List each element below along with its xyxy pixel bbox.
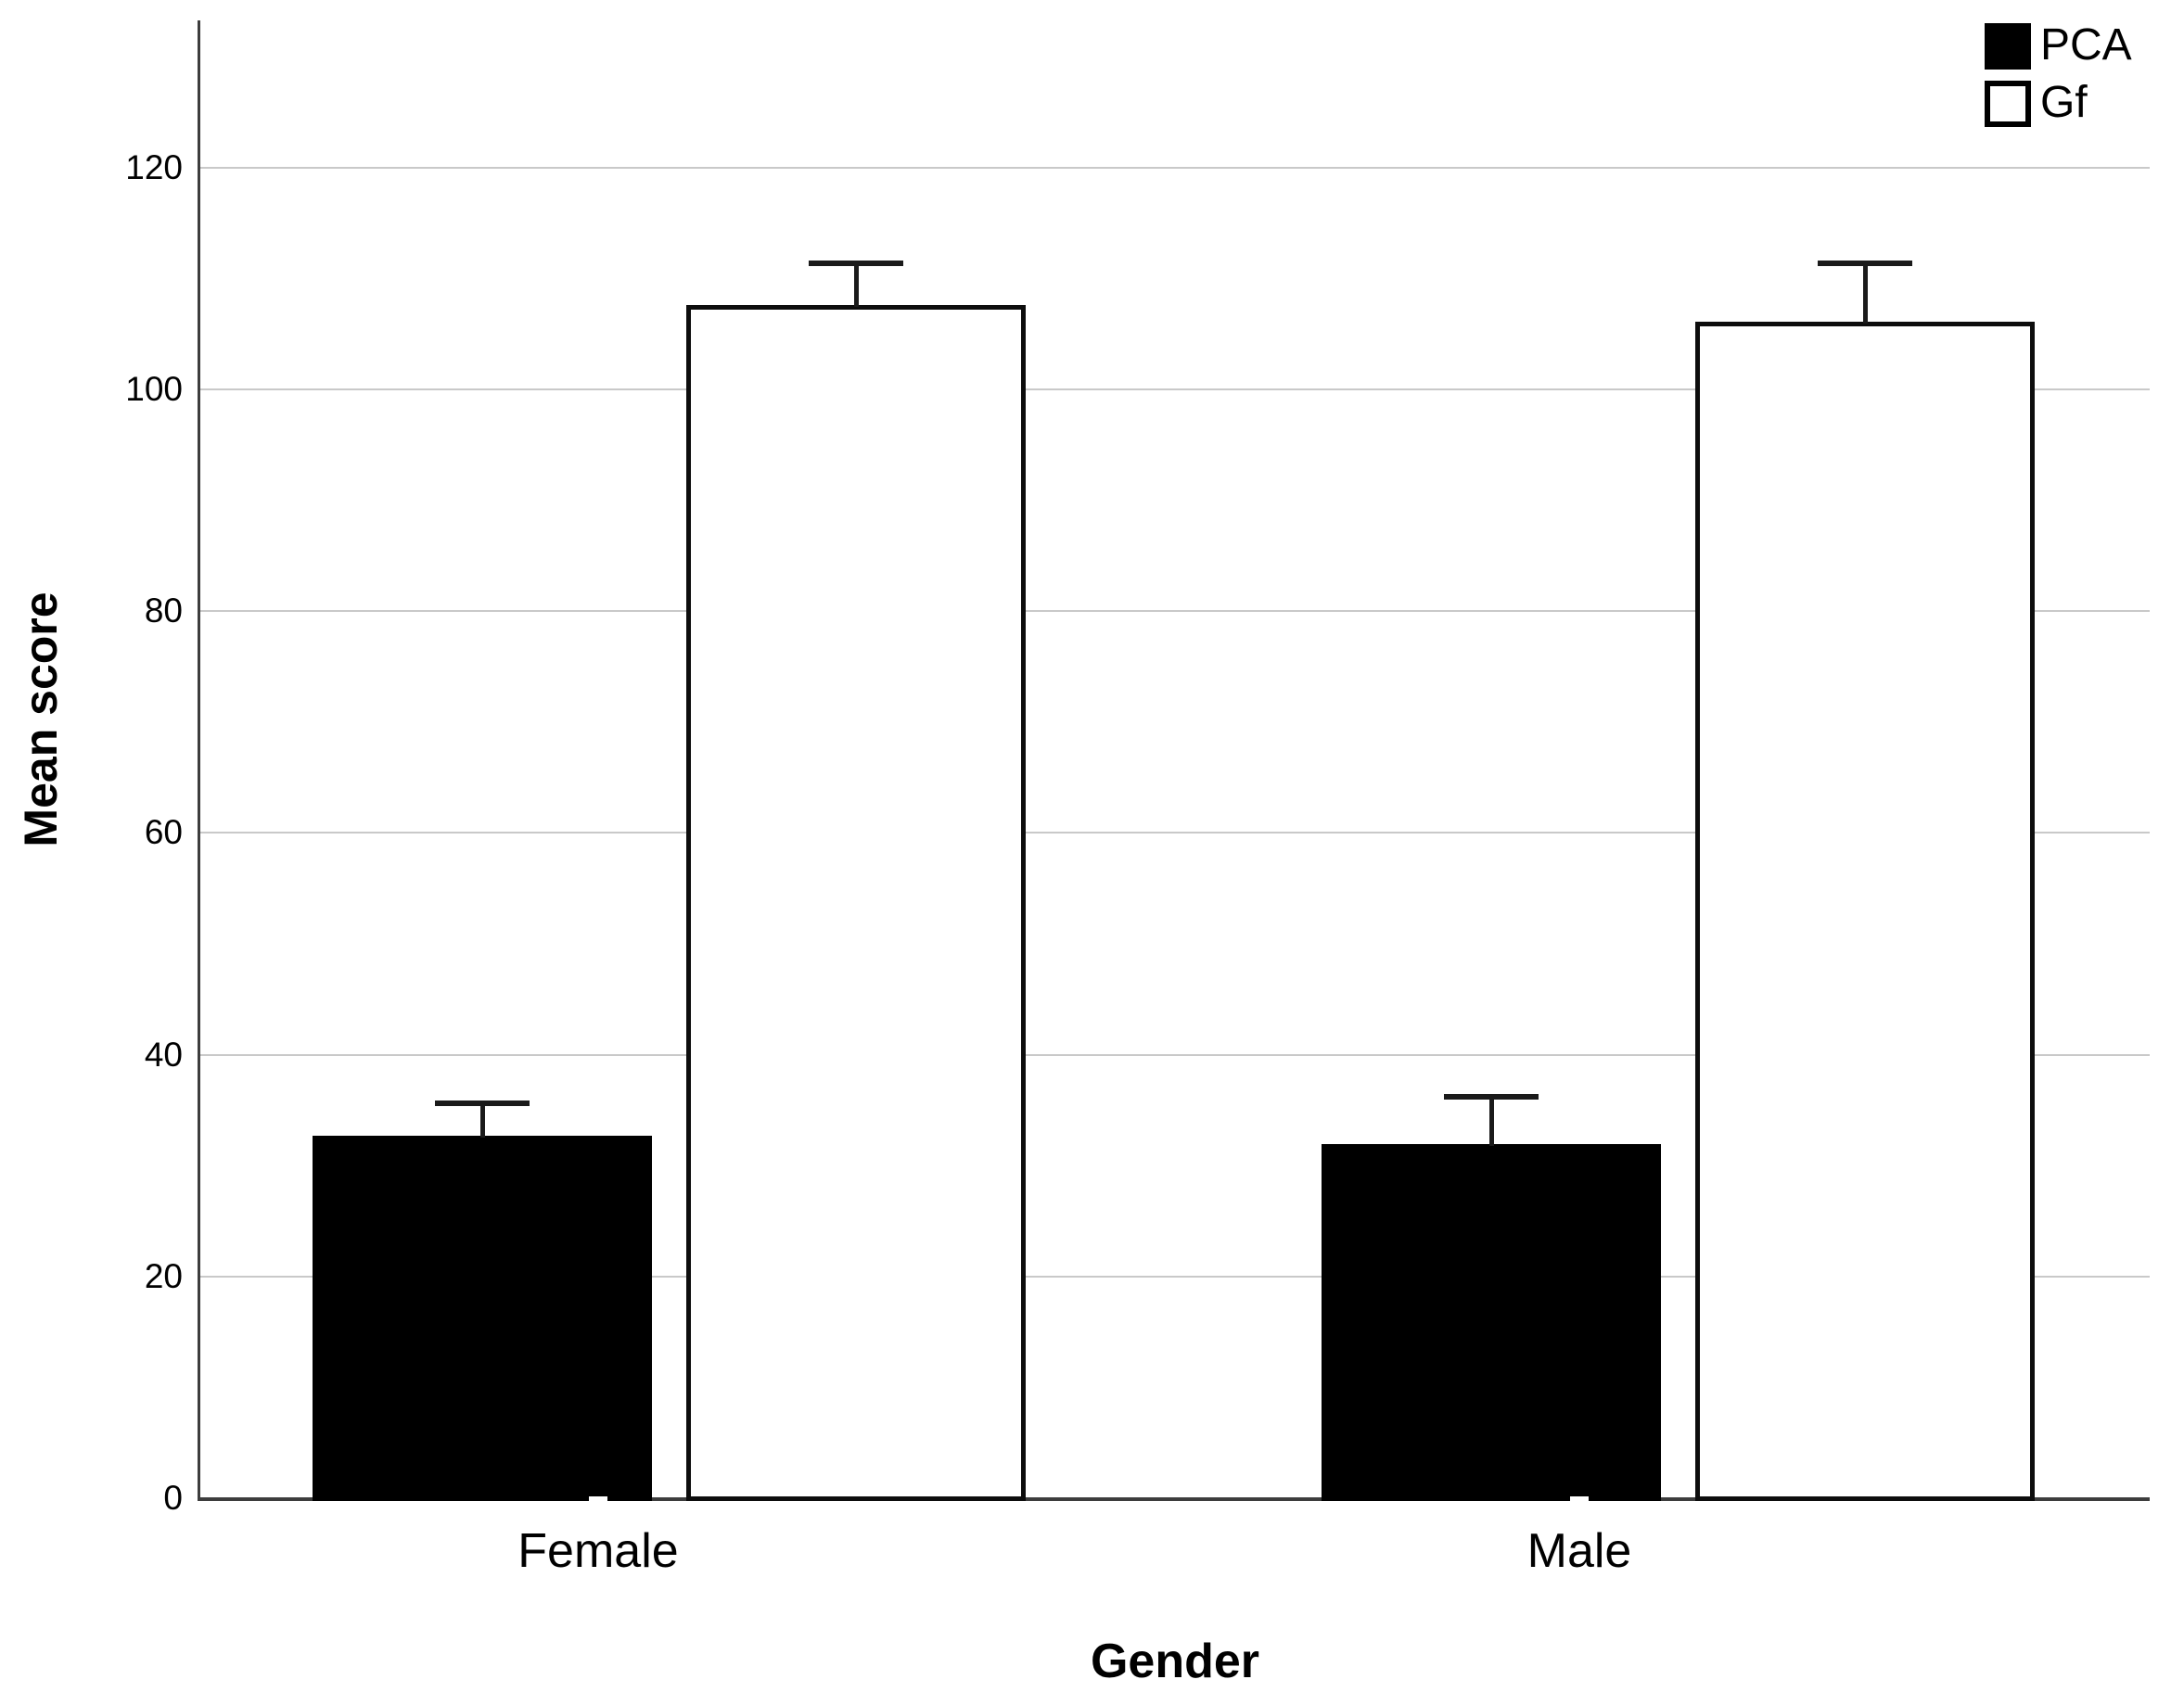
gridline: [199, 167, 2150, 169]
bar-male-gf: [1695, 322, 2035, 1501]
y-tick-label: 120: [125, 148, 183, 186]
y-tick-label: 60: [144, 813, 183, 851]
error-bar-stem-female-pca: [480, 1103, 485, 1138]
error-bar-cap-male-pca: [1444, 1094, 1539, 1100]
gridline: [199, 388, 2150, 390]
y-axis-line: [198, 20, 200, 1501]
error-bar-stem-male-gf: [1863, 263, 1868, 324]
gridline: [199, 610, 2150, 612]
x-category-tick: [589, 1496, 607, 1509]
legend-swatch-gf: [1985, 81, 2031, 127]
legend-swatch-pca: [1985, 23, 2031, 70]
gridline: [199, 1054, 2150, 1056]
gridline: [199, 1276, 2150, 1278]
x-category-label: Male: [1526, 1524, 1632, 1578]
x-axis-title: Gender: [1090, 1635, 1260, 1688]
y-tick-label: 100: [125, 370, 183, 408]
y-tick-label: 40: [144, 1036, 183, 1074]
error-bar-cap-female-gf: [809, 261, 903, 266]
y-tick-label: 80: [144, 592, 183, 630]
bar-female-gf: [686, 305, 1026, 1501]
x-category-label: Female: [517, 1524, 679, 1578]
y-tick-label: 0: [163, 1479, 183, 1517]
gridline: [199, 832, 2150, 833]
error-bar-cap-male-gf: [1818, 261, 1912, 266]
error-bar-stem-male-pca: [1489, 1097, 1494, 1146]
error-bar-cap-female-pca: [435, 1101, 530, 1106]
error-bar-stem-female-gf: [854, 263, 859, 307]
x-axis-line: [198, 1497, 2150, 1501]
bar-female-pca: [313, 1136, 652, 1501]
legend-label-gf: Gf: [2040, 78, 2088, 127]
y-tick-label: 20: [144, 1257, 183, 1295]
legend-label-pca: PCA: [2040, 20, 2132, 70]
bar-male-pca: [1322, 1144, 1661, 1501]
x-category-tick: [1570, 1496, 1589, 1509]
